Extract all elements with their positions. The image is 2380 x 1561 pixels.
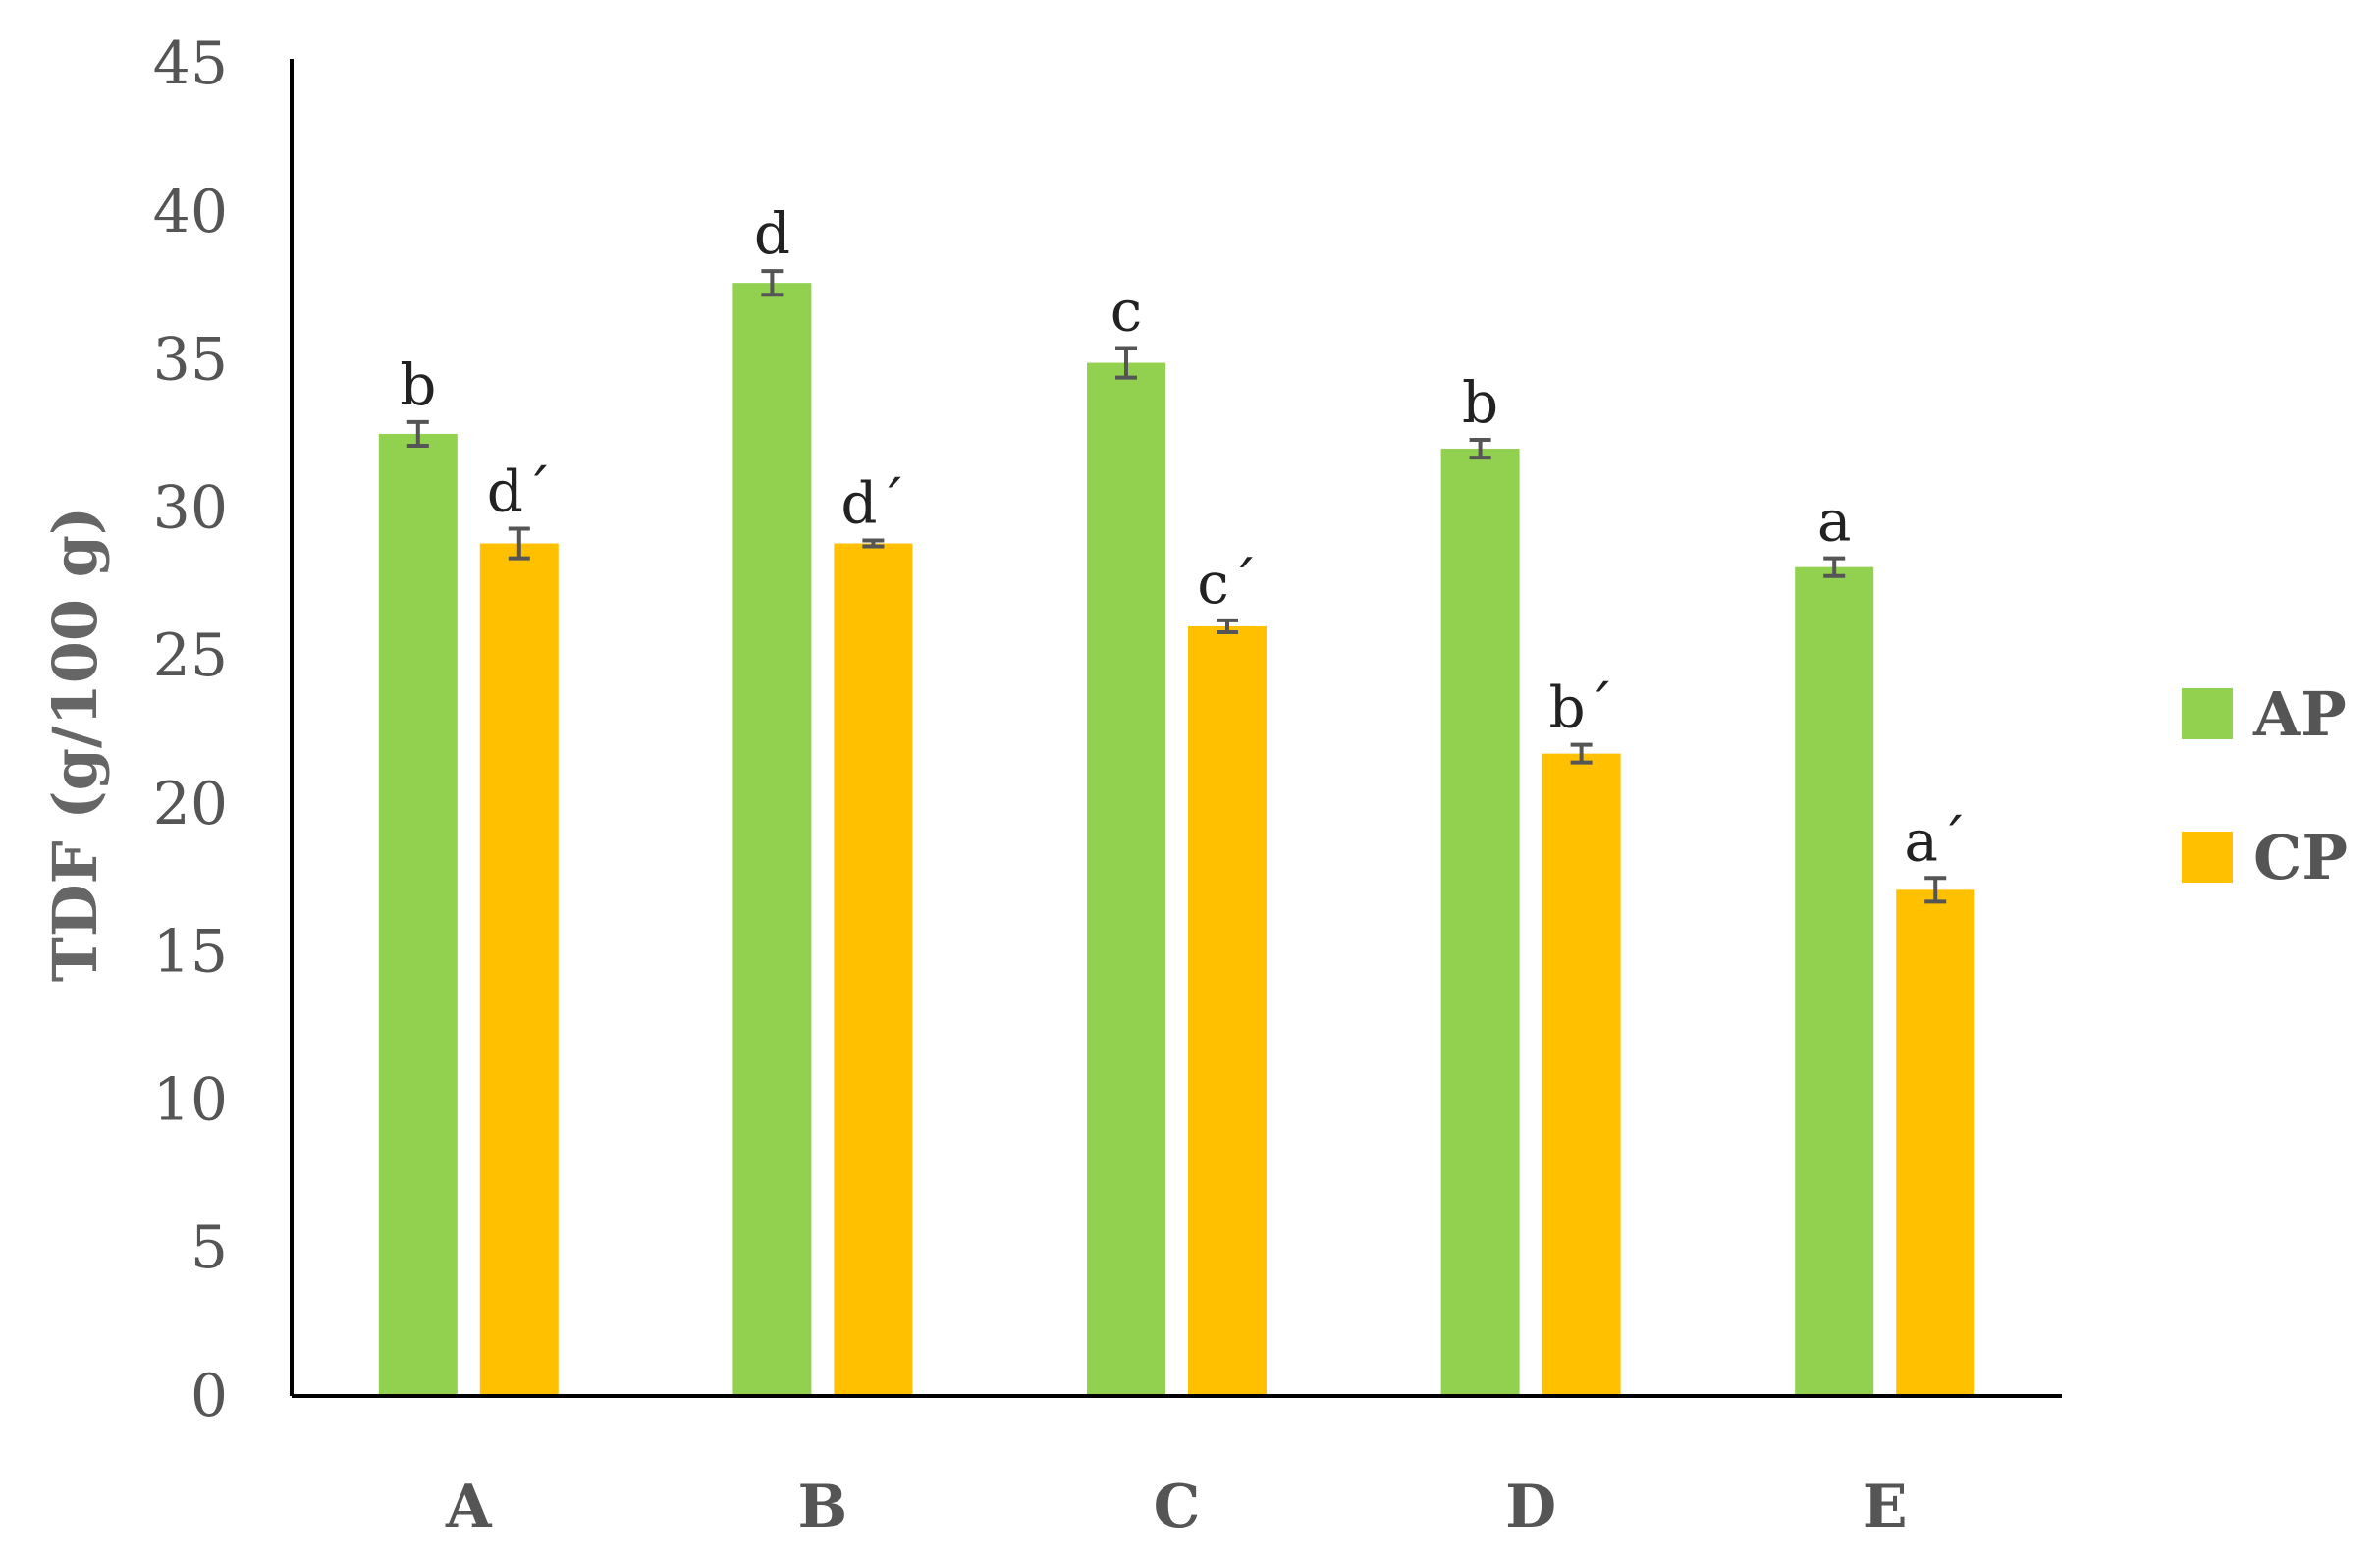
error-bar-ap-b [761,269,784,297]
significance-label: b [1462,369,1498,436]
error-bar-cp-c [1217,618,1238,634]
bar-cp-a [479,543,559,1396]
y-tick-label: 25 [153,621,228,690]
significance-label: c [1110,277,1142,344]
y-axis-label: TDF (g/100 g) [39,507,111,983]
legend-swatch [2182,832,2233,883]
error-bar-cp-b [862,538,885,549]
x-tick-label: D [1505,1473,1556,1541]
significance-label: d [754,200,790,267]
legend-label: CP [2253,822,2348,893]
y-tick-label: 45 [153,29,228,98]
error-bar-cp-e [1924,876,1947,904]
bars [378,283,1975,1397]
bar-ap-b [732,283,812,1396]
error-bar-ap-a [406,419,429,449]
y-axis-ticks: 0 5 10 15 20 25 30 35 40 45 [153,29,228,1430]
x-axis-labels: A B C D E [445,1473,1908,1541]
error-bar-ap-e [1823,556,1846,578]
x-tick-label: B [798,1473,848,1541]
significance-label: b [400,351,436,418]
bar-cp-c [1188,625,1267,1396]
error-bar-cp-d [1570,742,1593,765]
significance-label: a´ [1904,807,1967,874]
legend: AP CP [2182,678,2348,893]
y-tick-label: 30 [153,473,228,542]
significance-label: b´ [1549,674,1614,741]
y-tick-label: 40 [153,178,228,246]
legend-label: AP [2252,678,2347,750]
y-tick-label: 15 [153,918,228,987]
bar-cp-d [1542,753,1621,1396]
error-bar-ap-c [1115,346,1137,380]
significance-label: d´ [840,470,905,537]
x-tick-label: E [1863,1473,1908,1541]
y-tick-label: 10 [153,1065,228,1134]
significance-label: a [1817,488,1852,555]
error-bar-ap-d [1469,437,1491,460]
legend-swatch [2182,688,2233,739]
bar-ap-e [1795,566,1874,1396]
x-tick-label: A [445,1473,493,1541]
bar-ap-a [378,433,458,1396]
x-tick-label: C [1154,1473,1201,1541]
error-bar-cp-a [508,526,530,561]
bar-cp-e [1896,889,1975,1396]
y-tick-label: 5 [190,1213,228,1282]
legend-item-ap: AP [2182,678,2347,750]
y-tick-label: 35 [153,326,228,395]
y-tick-label: 0 [190,1362,228,1430]
significance-labels: b d´ d d´ c c´ b b´ a a´ [400,200,1967,874]
y-tick-label: 20 [153,770,228,838]
error-bars [406,269,1947,904]
bar-cp-b [834,543,913,1396]
bar-ap-d [1440,449,1520,1396]
bar-ap-c [1087,362,1165,1397]
significance-label: d´ [487,458,552,524]
legend-item-cp: CP [2182,822,2348,893]
significance-label: c´ [1197,550,1257,617]
